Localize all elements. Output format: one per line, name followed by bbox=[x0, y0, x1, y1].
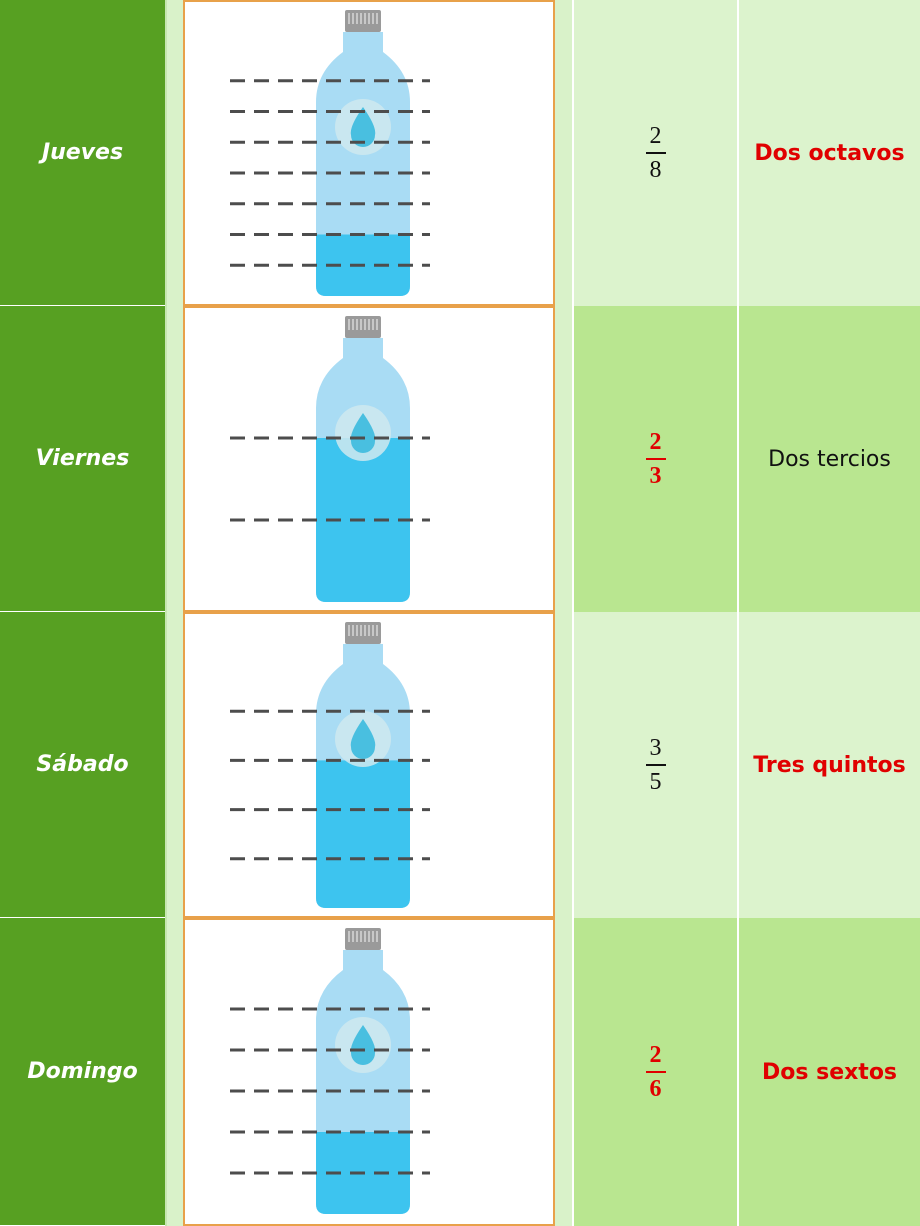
day-cell: Viernes bbox=[0, 306, 165, 612]
day-cell: Jueves bbox=[0, 0, 165, 306]
bottle bbox=[230, 928, 430, 1214]
spacer bbox=[555, 612, 572, 918]
spacer bbox=[555, 918, 572, 1226]
denominator: 6 bbox=[649, 1076, 662, 1102]
spacer bbox=[165, 612, 183, 918]
word-cell: Dos tercios bbox=[737, 306, 920, 612]
bottle-cell bbox=[183, 918, 555, 1226]
spacer bbox=[555, 0, 572, 306]
bottle-cell bbox=[183, 612, 555, 918]
word-cell: Dos octavos bbox=[737, 0, 920, 306]
drop-icon bbox=[350, 719, 376, 759]
numerator: 2 bbox=[649, 1042, 662, 1068]
bottle-cap bbox=[345, 622, 381, 644]
denominator: 5 bbox=[649, 769, 662, 795]
bottle-cap bbox=[345, 10, 381, 32]
spacer bbox=[165, 918, 183, 1226]
water bbox=[316, 760, 410, 908]
bottle-cell bbox=[183, 306, 555, 612]
bottle-cell bbox=[183, 0, 555, 306]
day-cell: Domingo bbox=[0, 918, 165, 1226]
word-cell: Tres quintos bbox=[737, 612, 920, 918]
drop-icon bbox=[350, 107, 376, 147]
fraction-word: Dos octavos bbox=[754, 140, 905, 166]
fraction-word: Dos tercios bbox=[768, 446, 891, 472]
day-label: Sábado bbox=[36, 752, 129, 777]
day-label: Domingo bbox=[27, 1059, 138, 1084]
spacer bbox=[165, 306, 183, 612]
bottle bbox=[230, 622, 430, 908]
day-cell: Sábado bbox=[0, 612, 165, 918]
fraction-word: Tres quintos bbox=[753, 752, 906, 778]
spacer bbox=[555, 306, 572, 612]
denominator: 8 bbox=[649, 157, 662, 183]
bottle bbox=[230, 316, 430, 602]
day-label: Viernes bbox=[35, 446, 130, 471]
bottle-cap bbox=[345, 316, 381, 338]
word-cell: Dos sextos bbox=[737, 918, 920, 1226]
bottle bbox=[230, 10, 430, 296]
numerator: 2 bbox=[649, 123, 662, 149]
spacer bbox=[165, 0, 183, 306]
drop-icon bbox=[350, 413, 376, 453]
numerator: 2 bbox=[649, 429, 662, 455]
drop-icon bbox=[350, 1025, 376, 1065]
denominator: 3 bbox=[649, 463, 662, 489]
day-label: Jueves bbox=[41, 140, 124, 165]
bottle-cap bbox=[345, 928, 381, 950]
fraction-word: Dos sextos bbox=[761, 1059, 898, 1085]
numerator: 3 bbox=[649, 735, 662, 761]
bottle-body bbox=[316, 32, 410, 296]
